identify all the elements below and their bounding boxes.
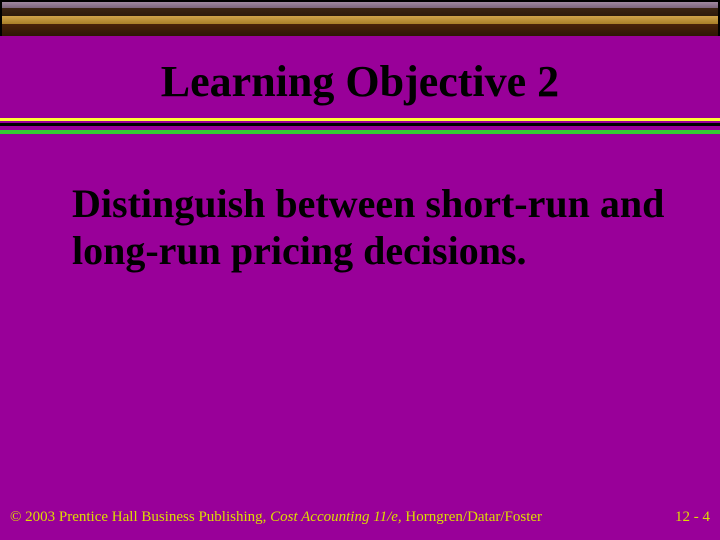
underline-black bbox=[0, 123, 720, 126]
footer-copyright: © 2003 Prentice Hall Business Publishing… bbox=[10, 509, 270, 525]
title-block: Learning Objective 2 bbox=[0, 58, 720, 106]
footer-page-number: 12 - 4 bbox=[675, 509, 710, 526]
slide: Learning Objective 2 Distinguish between… bbox=[0, 0, 720, 540]
top-border-image bbox=[2, 2, 718, 36]
footer-book-title: Cost Accounting 11/e, bbox=[270, 509, 405, 525]
title-underline bbox=[0, 118, 720, 134]
footer-left: © 2003 Prentice Hall Business Publishing… bbox=[10, 509, 542, 526]
footer: © 2003 Prentice Hall Business Publishing… bbox=[10, 509, 710, 526]
top-border bbox=[0, 0, 720, 36]
underline-yellow bbox=[0, 118, 720, 121]
band-fore bbox=[2, 24, 718, 36]
slide-title: Learning Objective 2 bbox=[0, 58, 720, 106]
footer-authors: Horngren/Datar/Foster bbox=[405, 509, 542, 525]
slide-body: Distinguish between short-run and long-r… bbox=[72, 180, 680, 274]
underline-green bbox=[0, 130, 720, 134]
